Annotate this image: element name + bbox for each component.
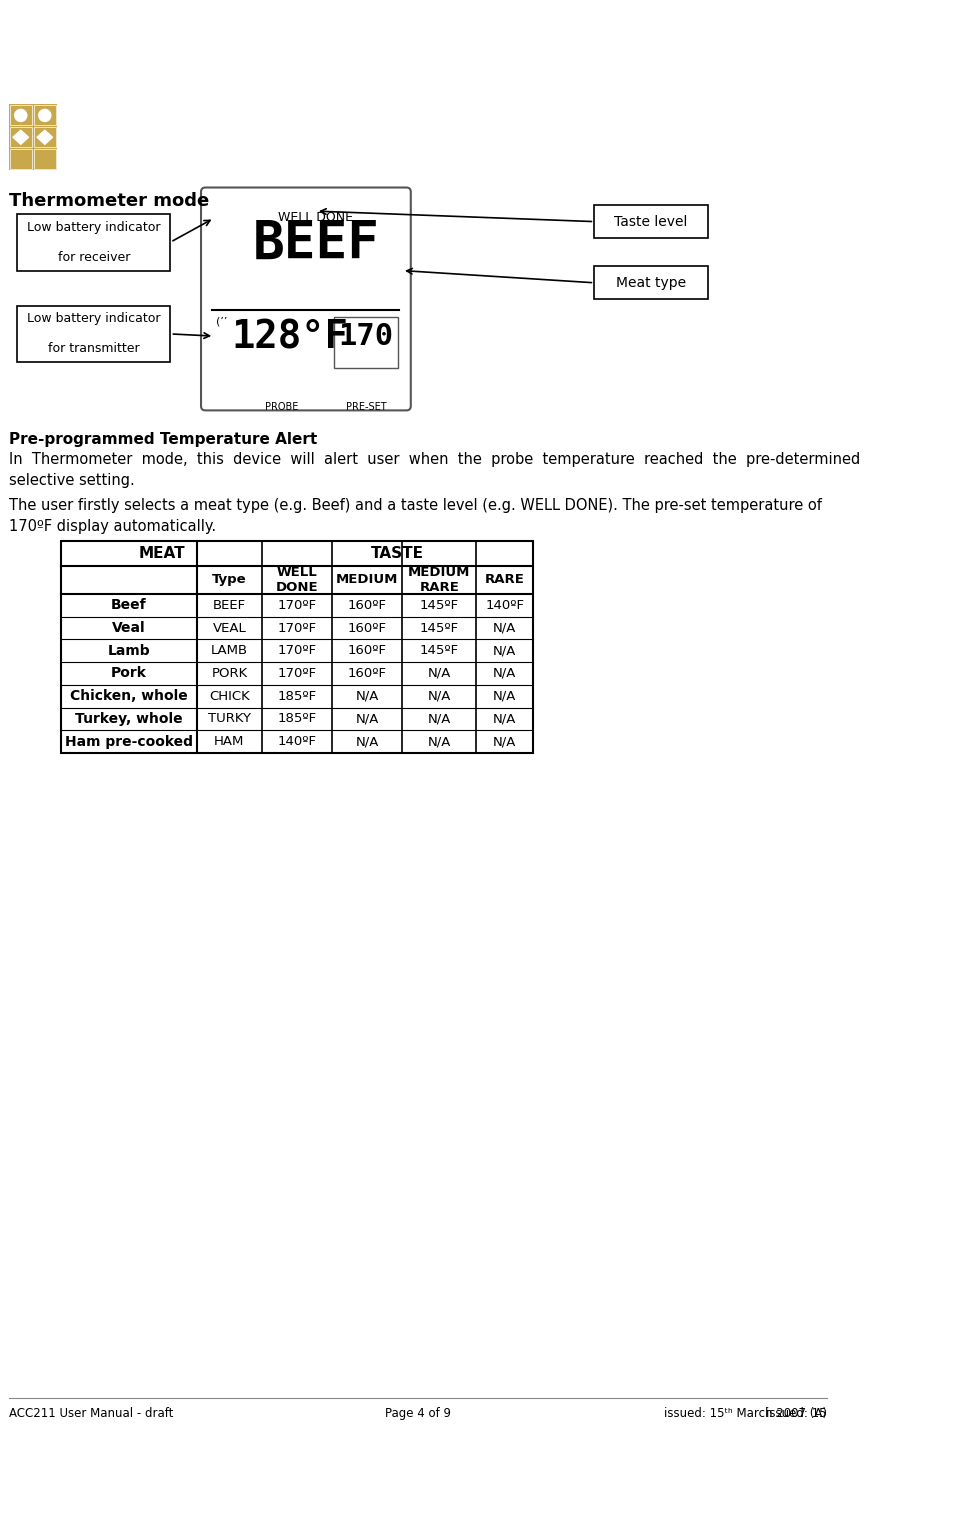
Text: 140ºF: 140ºF <box>486 599 524 611</box>
FancyBboxPatch shape <box>10 105 32 126</box>
Text: Turkey, whole: Turkey, whole <box>76 711 183 727</box>
Text: PROBE: PROBE <box>265 401 298 412</box>
Text: Pork: Pork <box>111 666 147 681</box>
Polygon shape <box>37 131 53 144</box>
Text: ACC211 User Manual - draft: ACC211 User Manual - draft <box>9 1408 173 1420</box>
Text: BEEF: BEEF <box>213 599 246 611</box>
Text: N/A: N/A <box>427 736 451 748</box>
Text: N/A: N/A <box>356 713 379 725</box>
Text: Beef: Beef <box>111 599 146 613</box>
Text: WELL DONE: WELL DONE <box>278 211 354 223</box>
Text: PORK: PORK <box>211 667 248 679</box>
Text: 145ºF: 145ºF <box>420 644 459 657</box>
Text: The user firstly selects a meat type (e.g. Beef) and a taste level (e.g. WELL DO: The user firstly selects a meat type (e.… <box>9 497 821 534</box>
Text: MEAT: MEAT <box>139 546 185 561</box>
Text: Thermometer mode: Thermometer mode <box>9 192 209 210</box>
Text: WELL
DONE: WELL DONE <box>276 565 318 594</box>
Text: 160ºF: 160ºF <box>348 622 386 634</box>
FancyBboxPatch shape <box>595 266 708 299</box>
Polygon shape <box>13 131 29 144</box>
Text: Taste level: Taste level <box>615 214 687 228</box>
Text: 170ºF: 170ºF <box>277 667 316 679</box>
Text: N/A: N/A <box>356 690 379 702</box>
Text: In  Thermometer  mode,  this  device  will  alert  user  when  the  probe  tempe: In Thermometer mode, this device will al… <box>9 453 860 488</box>
Text: 145ºF: 145ºF <box>420 599 459 611</box>
Text: Low battery indicator

for transmitter: Low battery indicator for transmitter <box>27 313 161 356</box>
Circle shape <box>39 109 51 122</box>
Text: RARE: RARE <box>485 573 525 587</box>
Text: Type: Type <box>212 573 247 587</box>
FancyBboxPatch shape <box>17 306 170 362</box>
Text: 185ºF: 185ºF <box>277 713 316 725</box>
Text: Low battery indicator

for receiver: Low battery indicator for receiver <box>27 220 161 263</box>
Text: N/A: N/A <box>427 667 451 679</box>
Text: 170ºF: 170ºF <box>277 644 316 657</box>
FancyBboxPatch shape <box>61 541 533 752</box>
Text: 128°F: 128°F <box>231 319 348 357</box>
FancyBboxPatch shape <box>10 149 32 169</box>
FancyBboxPatch shape <box>10 128 32 147</box>
FancyBboxPatch shape <box>9 105 56 170</box>
FancyBboxPatch shape <box>595 205 708 239</box>
Text: N/A: N/A <box>356 736 379 748</box>
Text: Meat type: Meat type <box>616 275 686 290</box>
Text: issued: 15ᵗʰ March 2007 (A): issued: 15ᵗʰ March 2007 (A) <box>663 1408 827 1420</box>
Text: 145ºF: 145ºF <box>420 622 459 634</box>
Circle shape <box>14 109 27 122</box>
Text: BEEF: BEEF <box>252 217 380 271</box>
Text: 170: 170 <box>338 322 394 351</box>
Text: N/A: N/A <box>493 713 516 725</box>
FancyBboxPatch shape <box>201 187 411 410</box>
Text: N/A: N/A <box>427 713 451 725</box>
Text: N/A: N/A <box>493 644 516 657</box>
FancyBboxPatch shape <box>33 105 56 126</box>
Text: 160ºF: 160ºF <box>348 599 386 611</box>
Text: 160ºF: 160ºF <box>348 667 386 679</box>
Text: Veal: Veal <box>112 622 145 635</box>
Text: HAM: HAM <box>214 736 245 748</box>
Text: CHICK: CHICK <box>209 690 250 702</box>
Text: 160ºF: 160ºF <box>348 644 386 657</box>
Text: PRE-SET: PRE-SET <box>346 401 386 412</box>
FancyBboxPatch shape <box>17 214 170 271</box>
Text: N/A: N/A <box>493 690 516 702</box>
FancyBboxPatch shape <box>33 149 56 169</box>
Text: 140ºF: 140ºF <box>277 736 316 748</box>
Text: Ham pre-cooked: Ham pre-cooked <box>65 734 193 749</box>
Text: issued: 15: issued: 15 <box>767 1408 827 1420</box>
Text: Page 4 of 9: Page 4 of 9 <box>384 1408 451 1420</box>
Text: MEDIUM
RARE: MEDIUM RARE <box>408 565 470 594</box>
Text: N/A: N/A <box>493 736 516 748</box>
Text: N/A: N/A <box>493 622 516 634</box>
Text: N/A: N/A <box>493 667 516 679</box>
Text: LAMB: LAMB <box>211 644 248 657</box>
Text: Lamb: Lamb <box>108 644 150 658</box>
Text: MEDIUM: MEDIUM <box>336 573 399 587</box>
FancyBboxPatch shape <box>33 128 56 147</box>
Text: 170ºF: 170ºF <box>277 599 316 611</box>
FancyBboxPatch shape <box>335 316 398 368</box>
Text: TURKY: TURKY <box>207 713 250 725</box>
Text: Pre-programmed Temperature Alert: Pre-programmed Temperature Alert <box>9 432 317 447</box>
Text: Chicken, whole: Chicken, whole <box>70 689 187 704</box>
Text: 185ºF: 185ºF <box>277 690 316 702</box>
Text: N/A: N/A <box>427 690 451 702</box>
Text: (’’: (’’ <box>216 316 228 327</box>
Text: VEAL: VEAL <box>212 622 247 634</box>
Text: TASTE: TASTE <box>371 546 424 561</box>
Text: 170ºF: 170ºF <box>277 622 316 634</box>
